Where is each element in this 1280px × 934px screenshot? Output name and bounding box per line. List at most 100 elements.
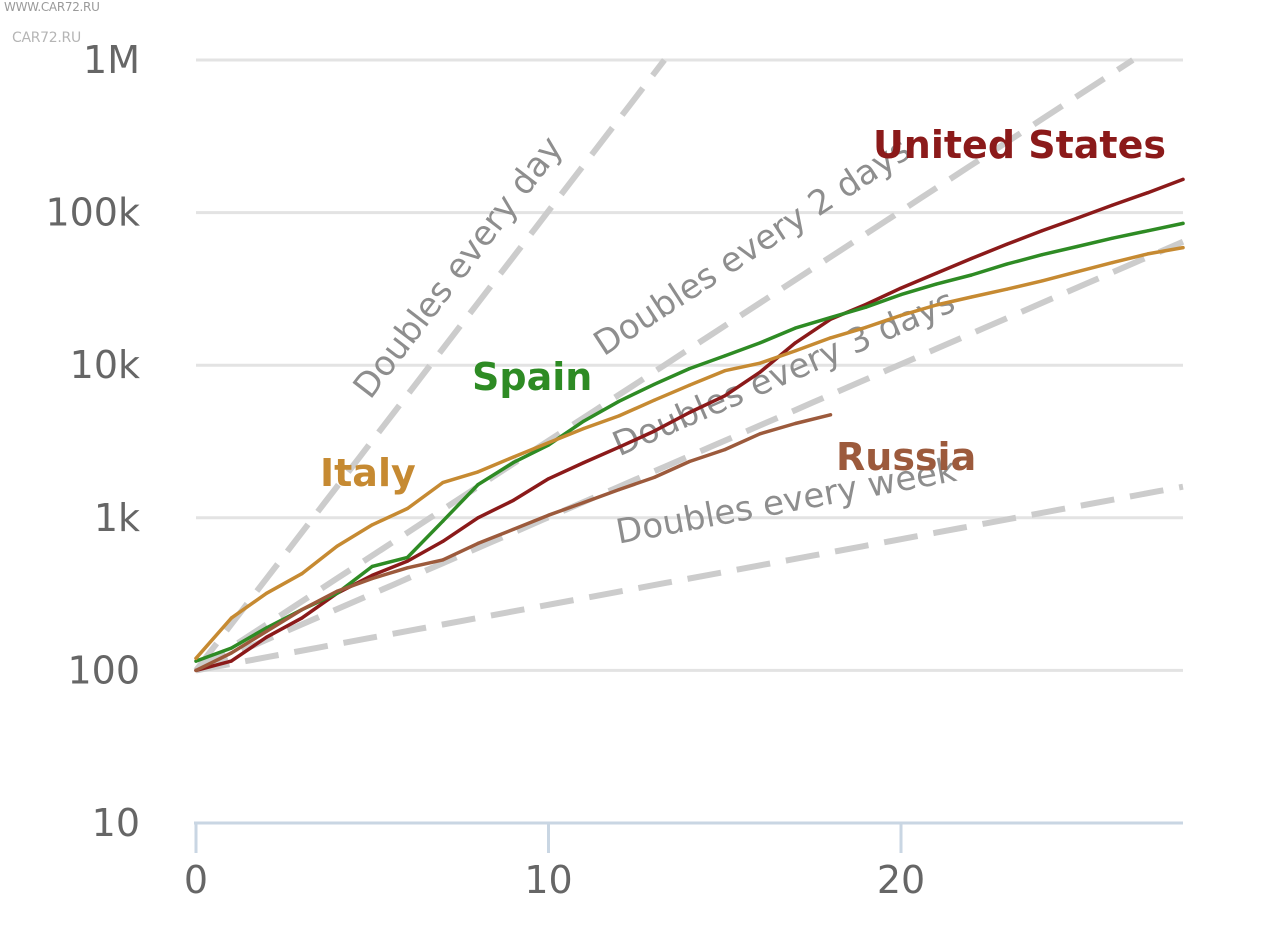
data-point — [652, 382, 656, 386]
data-point — [476, 516, 480, 520]
x-tick-label: 20 — [877, 858, 925, 902]
guide-line — [194, 238, 1185, 674]
data-point — [758, 341, 762, 345]
data-point — [1110, 236, 1115, 240]
data-point — [1146, 229, 1150, 233]
data-point — [969, 273, 974, 277]
data-point — [229, 646, 233, 650]
watermark-url: WWW.CAR72.RU — [4, 0, 100, 14]
data-point — [1005, 287, 1009, 291]
data-point — [405, 566, 410, 570]
data-point — [652, 475, 656, 479]
data-point — [476, 470, 480, 474]
y-tick-label: 10 — [92, 801, 140, 845]
data-point — [229, 616, 233, 620]
data-point — [1181, 177, 1185, 181]
data-point — [476, 541, 480, 546]
data-point — [687, 410, 692, 415]
data-point — [1075, 270, 1079, 274]
data-point — [828, 316, 833, 320]
data-point — [723, 394, 727, 398]
data-point — [264, 635, 269, 639]
data-point — [758, 432, 762, 436]
watermark-brand: CAR72.RU — [12, 30, 81, 46]
data-point — [229, 651, 233, 655]
data-point — [617, 445, 621, 449]
data-point — [476, 483, 480, 487]
data-point — [511, 461, 515, 465]
data-point — [264, 591, 269, 595]
data-point — [370, 573, 374, 577]
gridlines — [196, 58, 1183, 672]
data-point — [194, 668, 198, 673]
y-tick-label: 1M — [83, 38, 140, 82]
data-point — [1181, 221, 1185, 225]
data-point — [793, 326, 797, 330]
data-point — [1040, 279, 1044, 283]
data-point — [1110, 261, 1115, 265]
data-point — [1075, 216, 1079, 220]
data-point — [934, 303, 938, 307]
data-point — [582, 500, 586, 505]
data-point — [1146, 191, 1150, 195]
series-label-italy: Italy — [320, 451, 416, 495]
data-point — [899, 313, 903, 317]
data-point — [1005, 242, 1009, 246]
data-point — [582, 419, 586, 423]
data-point — [864, 305, 868, 309]
guide-line — [194, 57, 1135, 673]
data-point — [300, 608, 304, 612]
guide-line — [193, 58, 667, 673]
data-point — [511, 527, 515, 532]
y-tick-label: 100 — [67, 648, 140, 692]
data-point — [264, 629, 269, 634]
data-point — [370, 523, 374, 527]
data-point — [1110, 203, 1115, 207]
data-point — [687, 383, 692, 387]
data-point — [300, 616, 304, 620]
data-point — [617, 414, 621, 418]
data-point — [617, 399, 621, 403]
y-tick-label: 100k — [45, 191, 140, 235]
guide-line — [195, 483, 1184, 674]
data-point — [723, 369, 727, 373]
data-point — [300, 572, 304, 576]
x-tick-label: 0 — [184, 858, 208, 902]
data-point — [969, 256, 974, 261]
data-point — [899, 286, 903, 290]
data-point — [405, 506, 410, 511]
y-tick-label: 1k — [94, 496, 140, 540]
data-point — [758, 370, 762, 374]
data-point — [582, 461, 586, 465]
data-point — [687, 459, 692, 464]
data-point — [511, 498, 515, 502]
data-point — [229, 659, 233, 663]
data-series — [194, 177, 1185, 673]
data-point — [934, 282, 938, 286]
data-point — [899, 293, 903, 297]
data-point — [335, 589, 339, 593]
data-point — [194, 656, 198, 660]
series-labels: United States Spain Italy Russia — [320, 123, 1166, 495]
data-point — [582, 426, 586, 431]
data-point — [934, 271, 938, 275]
data-point — [511, 455, 515, 459]
data-point — [652, 398, 656, 402]
data-point — [546, 477, 551, 481]
data-point — [723, 448, 727, 452]
data-point — [617, 488, 621, 492]
x-tick-label: 10 — [524, 858, 572, 902]
series-label-united-states: United States — [873, 123, 1166, 167]
data-point — [546, 513, 551, 517]
data-point — [793, 349, 797, 353]
data-point — [405, 555, 410, 560]
data-point — [723, 354, 727, 358]
data-point — [652, 429, 656, 433]
data-point — [1005, 262, 1009, 266]
data-point — [1075, 244, 1079, 249]
series-label-russia: Russia — [836, 435, 976, 479]
data-point — [441, 539, 445, 544]
y-tick-label: 10k — [70, 343, 140, 387]
data-point — [864, 325, 868, 329]
